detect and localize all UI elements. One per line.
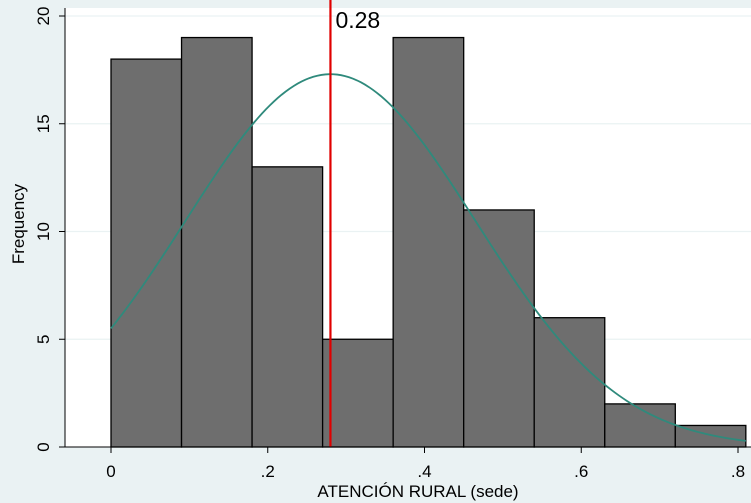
histogram-bar bbox=[321, 338, 394, 448]
y-tick-label: 15 bbox=[34, 114, 53, 133]
normal-curve-layer bbox=[110, 73, 746, 442]
axis-labels: ATENCIÓN RURAL (sede) Frequency bbox=[9, 183, 519, 501]
histogram-bar bbox=[392, 36, 465, 448]
histogram-bar bbox=[110, 58, 183, 448]
x-tick-label: .6 bbox=[574, 462, 588, 481]
y-tick-label: 20 bbox=[34, 7, 53, 26]
x-tick-label: .2 bbox=[261, 462, 275, 481]
y-tick-label: 0 bbox=[34, 442, 53, 451]
x-tick-label: .8 bbox=[731, 462, 745, 481]
y-tick-label: 5 bbox=[34, 335, 53, 344]
histogram-bar bbox=[251, 166, 324, 448]
x-axis-label: ATENCIÓN RURAL (sede) bbox=[317, 482, 518, 501]
x-tick-label: 0 bbox=[106, 462, 115, 481]
mean-line-layer: 0.28 bbox=[329, 0, 380, 447]
normal-curve bbox=[110, 73, 746, 442]
histogram-bar bbox=[180, 36, 253, 448]
x-tick-label: .4 bbox=[417, 462, 431, 481]
histogram-bar bbox=[604, 403, 676, 448]
mean-label: 0.28 bbox=[335, 7, 380, 33]
histogram-bar bbox=[533, 317, 606, 448]
axes: 0 .2 .4 .6 .8 0 5 10 15 20 bbox=[34, 7, 751, 481]
histogram-bar bbox=[463, 209, 535, 448]
y-tick-label: 10 bbox=[34, 222, 53, 241]
y-axis-label: Frequency bbox=[9, 183, 28, 264]
